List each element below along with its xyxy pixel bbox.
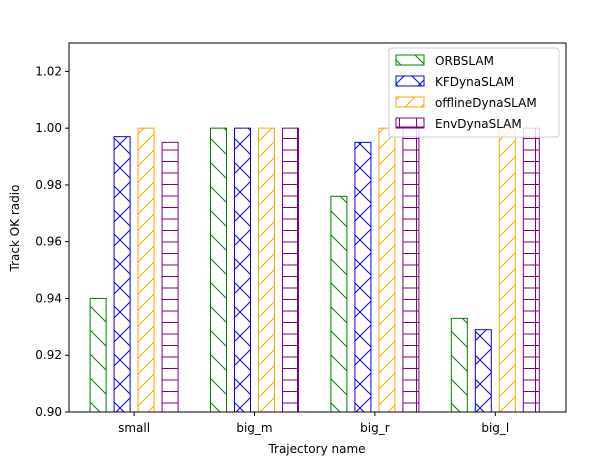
y-tick-label: 1.02	[35, 64, 62, 78]
bar-ORBSLAM-big_l	[450, 317, 468, 413]
y-tick-label: 0.94	[35, 291, 62, 305]
x-tick-label: big_l	[481, 421, 509, 435]
x-axis-label: Trajectory name	[267, 442, 365, 456]
bar-ORBSLAM-small	[89, 297, 107, 413]
bar-KFDynaSLAM-big_r	[354, 141, 372, 413]
legend-frame	[388, 47, 560, 138]
bar-ORBSLAM-big_m	[210, 127, 228, 413]
x-tick-label: small	[118, 421, 150, 435]
bar-offlineDynaSLAM-big_l	[498, 127, 516, 413]
legend-swatch-KFDynaSLAM	[395, 75, 425, 87]
x-tick-label: big_r	[360, 421, 390, 435]
x-tick-label: big_m	[236, 421, 272, 435]
y-tick-label: 0.90	[35, 405, 62, 419]
legend-swatch-EnvDynaSLAM	[395, 117, 425, 129]
y-tick-label: 0.98	[35, 178, 62, 192]
legend-swatch-offlineDynaSLAM	[395, 96, 425, 108]
y-tick-label: 1.00	[35, 121, 62, 135]
bar-KFDynaSLAM-big_m	[234, 127, 252, 413]
bar-KFDynaSLAM-small	[113, 136, 131, 413]
bar-KFDynaSLAM-big_l	[474, 329, 492, 413]
y-tick-label: 0.92	[35, 348, 62, 362]
legend: ORBSLAM KFDynaSLAM offlineDynaSLAM EnvDynaS…	[388, 47, 560, 138]
axes: 0.90 0.92 0.94 0.96 0.98 1.00 1.02 small big_m b…	[8, 42, 567, 456]
legend-label: EnvDynaSLAM	[435, 117, 522, 131]
y-tick-label: 0.96	[35, 235, 62, 249]
bar-offlineDynaSLAM-big_r	[378, 127, 396, 413]
y-axis-ticks: 0.90 0.92 0.94 0.96 0.98 1.00 1.02	[35, 64, 69, 419]
plot-frame	[68, 42, 567, 413]
bars-group	[89, 127, 540, 413]
legend-label: ORBSLAM	[435, 54, 494, 68]
bar-offlineDynaSLAM-big_m	[258, 127, 276, 413]
bar-EnvDynaSLAM-small	[161, 141, 179, 413]
bar-EnvDynaSLAM-big_l	[522, 127, 540, 413]
bar-EnvDynaSLAM-big_r	[402, 127, 420, 413]
bar-offlineDynaSLAM-small	[137, 127, 155, 413]
legend-label: offlineDynaSLAM	[435, 96, 537, 110]
bar-EnvDynaSLAM-big_m	[282, 127, 300, 413]
x-axis-ticks: small big_m big_r big_l	[118, 412, 509, 435]
bar-ORBSLAM-big_r	[330, 195, 348, 413]
legend-swatch-ORBSLAM	[395, 54, 425, 66]
legend-label: KFDynaSLAM	[435, 75, 514, 89]
y-axis-label: Track OK radio	[8, 185, 22, 273]
